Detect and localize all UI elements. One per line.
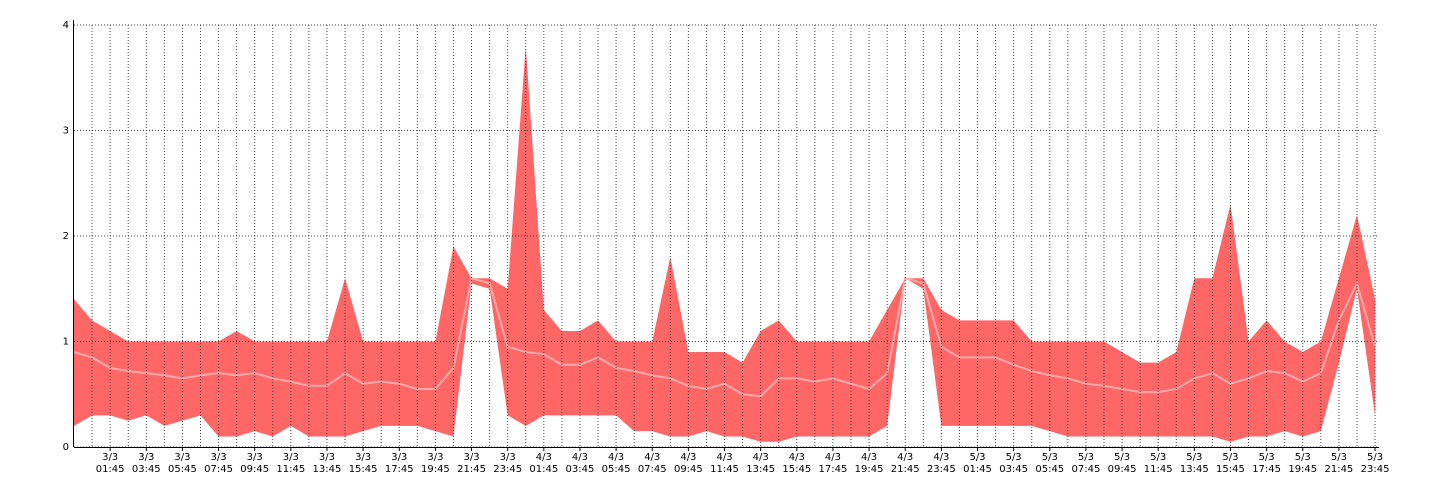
y-tick-label: 1 bbox=[63, 337, 69, 348]
x-tick-label: 3/3 13:45 bbox=[312, 452, 342, 475]
x-tick-label: 3/3 23:45 bbox=[493, 452, 523, 475]
x-tick-label: 3/3 09:45 bbox=[240, 452, 270, 475]
x-tick-label: 5/3 17:45 bbox=[1252, 452, 1282, 475]
y-tick-label: 3 bbox=[63, 126, 69, 137]
x-tick-label: 4/3 09:45 bbox=[673, 452, 703, 475]
x-tick-label: 5/3 21:45 bbox=[1324, 452, 1354, 475]
x-tick-label: 5/3 19:45 bbox=[1288, 452, 1318, 475]
x-tick-label: 4/3 15:45 bbox=[782, 452, 812, 475]
x-tick-label: 3/3 17:45 bbox=[384, 452, 414, 475]
x-tick-label: 5/3 03:45 bbox=[999, 452, 1029, 475]
x-tick-label: 4/3 19:45 bbox=[854, 452, 884, 475]
x-tick-label: 3/3 01:45 bbox=[95, 452, 125, 475]
x-tick-label: 5/3 23:45 bbox=[1360, 452, 1390, 475]
x-tick-label: 4/3 03:45 bbox=[565, 452, 595, 475]
x-tick-label: 3/3 19:45 bbox=[420, 452, 450, 475]
y-tick-label: 0 bbox=[63, 442, 69, 453]
x-tick-label: 5/3 01:45 bbox=[963, 452, 992, 475]
y-tick-label: 2 bbox=[63, 231, 69, 242]
x-tick-label: 4/3 13:45 bbox=[746, 452, 776, 475]
x-tick-label: 5/3 11:45 bbox=[1143, 452, 1173, 475]
average-line bbox=[73, 276, 1377, 398]
x-tick-label: 4/3 05:45 bbox=[601, 452, 631, 475]
x-tick-label: 4/3 07:45 bbox=[637, 452, 667, 475]
min-max-band bbox=[74, 46, 1376, 442]
x-tick-label: 3/3 05:45 bbox=[167, 452, 197, 475]
y-tick-label: 4 bbox=[63, 20, 69, 31]
x-tick-label: 5/3 15:45 bbox=[1216, 452, 1245, 475]
x-tick-label: 5/3 09:45 bbox=[1107, 452, 1137, 475]
x-tick-label: 5/3 13:45 bbox=[1179, 452, 1209, 475]
x-tick-label: 5/3 07:45 bbox=[1071, 452, 1101, 475]
x-tick-label: 4/3 21:45 bbox=[890, 452, 920, 475]
x-tick-label: 4/3 01:45 bbox=[529, 452, 559, 475]
x-tick-label: 5/3 05:45 bbox=[1035, 452, 1065, 475]
x-tick-label: 4/3 17:45 bbox=[818, 452, 848, 475]
x-tick-label: 4/3 23:45 bbox=[926, 452, 956, 475]
x-tick-label: 3/3 03:45 bbox=[131, 452, 161, 475]
x-tick-label: 3/3 07:45 bbox=[204, 452, 233, 475]
x-tick-label: 3/3 11:45 bbox=[276, 452, 306, 475]
x-tick-label: 4/3 11:45 bbox=[710, 452, 739, 475]
x-tick-label: 3/3 21:45 bbox=[457, 452, 486, 475]
x-tick-label: 3/3 15:45 bbox=[348, 452, 378, 475]
